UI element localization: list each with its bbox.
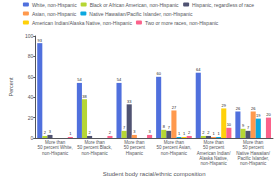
svg-text:non-Hispanic: non-Hispanic bbox=[240, 161, 267, 166]
svg-text:50 percent: 50 percent bbox=[123, 145, 145, 151]
svg-text:Black or African American, non: Black or African American, non-Hispanic bbox=[90, 2, 179, 8]
svg-text:More than: More than bbox=[163, 140, 185, 146]
svg-text:93: 93 bbox=[38, 38, 43, 43]
svg-text:60: 60 bbox=[156, 71, 161, 76]
svg-text:More than: More than bbox=[243, 140, 264, 146]
svg-text:3: 3 bbox=[49, 129, 52, 134]
svg-text:0: 0 bbox=[30, 135, 33, 141]
svg-text:White, non-Hispanic: White, non-Hispanic bbox=[32, 2, 77, 8]
svg-text:33: 33 bbox=[127, 99, 132, 104]
svg-text:More than: More than bbox=[124, 140, 145, 146]
svg-text:50 percent Black,: 50 percent Black, bbox=[77, 145, 113, 151]
svg-text:Pacific Islander,: Pacific Islander, bbox=[237, 155, 269, 161]
svg-text:40: 40 bbox=[28, 94, 34, 100]
svg-text:2: 2 bbox=[44, 130, 47, 135]
svg-text:50 percent: 50 percent bbox=[242, 145, 264, 151]
svg-text:non-Hispanic: non-Hispanic bbox=[161, 151, 188, 156]
svg-text:2: 2 bbox=[188, 130, 191, 135]
svg-text:American Indian/Alaska Native,: American Indian/Alaska Native, non-Hispa… bbox=[32, 20, 133, 26]
svg-text:non-Hispanic: non-Hispanic bbox=[82, 151, 109, 156]
svg-text:100: 100 bbox=[25, 33, 34, 39]
svg-text:3: 3 bbox=[148, 129, 151, 134]
svg-text:3: 3 bbox=[133, 129, 136, 134]
svg-text:Two or more races, non-Hispani: Two or more races, non-Hispanic bbox=[145, 20, 219, 26]
svg-text:Hispanic: Hispanic bbox=[126, 151, 144, 156]
svg-text:More than: More than bbox=[84, 140, 105, 146]
svg-text:19: 19 bbox=[256, 113, 261, 118]
svg-text:1: 1 bbox=[218, 131, 221, 136]
svg-text:50 percent White,: 50 percent White, bbox=[37, 145, 73, 151]
svg-text:60: 60 bbox=[28, 74, 34, 80]
svg-text:1: 1 bbox=[183, 131, 186, 136]
svg-text:54: 54 bbox=[77, 77, 82, 82]
svg-text:Student body racial/ethnic com: Student body racial/ethnic composition bbox=[103, 171, 206, 177]
svg-text:Native Hawaiian/Pacific Island: Native Hawaiian/Pacific Islander, non-Hi… bbox=[89, 11, 193, 17]
svg-text:More than: More than bbox=[203, 140, 224, 146]
svg-text:7: 7 bbox=[123, 125, 126, 130]
svg-text:26: 26 bbox=[236, 106, 241, 111]
svg-text:Alaska Native,: Alaska Native, bbox=[199, 155, 228, 161]
svg-text:9: 9 bbox=[242, 123, 245, 128]
svg-text:2: 2 bbox=[109, 130, 112, 135]
svg-text:Percent: Percent bbox=[8, 77, 14, 96]
svg-text:8: 8 bbox=[163, 124, 166, 129]
svg-text:2: 2 bbox=[207, 130, 210, 135]
svg-text:Hispanic, regardless of race: Hispanic, regardless of race bbox=[192, 2, 254, 8]
svg-text:7: 7 bbox=[168, 125, 171, 130]
svg-text:80: 80 bbox=[28, 53, 34, 59]
svg-text:Asian, non-Hispanic: Asian, non-Hispanic bbox=[32, 11, 77, 17]
svg-text:54: 54 bbox=[117, 77, 122, 82]
svg-text:More than: More than bbox=[44, 140, 66, 146]
svg-text:American Indian/: American Indian/ bbox=[196, 150, 231, 156]
svg-text:2: 2 bbox=[202, 130, 205, 135]
svg-text:10: 10 bbox=[227, 122, 232, 127]
svg-text:7: 7 bbox=[247, 125, 250, 130]
svg-text:64: 64 bbox=[196, 67, 201, 72]
svg-text:26: 26 bbox=[251, 106, 256, 111]
svg-text:1: 1 bbox=[178, 131, 181, 136]
svg-text:29: 29 bbox=[222, 103, 227, 108]
svg-text:50 percent: 50 percent bbox=[202, 145, 225, 151]
svg-text:Native Hawaiian/: Native Hawaiian/ bbox=[236, 150, 271, 156]
svg-text:non-Hispanic: non-Hispanic bbox=[200, 161, 227, 166]
svg-text:27: 27 bbox=[172, 105, 177, 110]
svg-text:1: 1 bbox=[212, 131, 215, 136]
svg-text:50 percent Asian,: 50 percent Asian, bbox=[156, 145, 192, 151]
svg-text:2: 2 bbox=[88, 130, 91, 135]
svg-text:1: 1 bbox=[69, 131, 72, 136]
svg-text:38: 38 bbox=[82, 94, 87, 99]
svg-text:20: 20 bbox=[28, 115, 34, 121]
svg-text:20: 20 bbox=[266, 112, 271, 117]
svg-text:non-Hispanic: non-Hispanic bbox=[42, 151, 69, 156]
